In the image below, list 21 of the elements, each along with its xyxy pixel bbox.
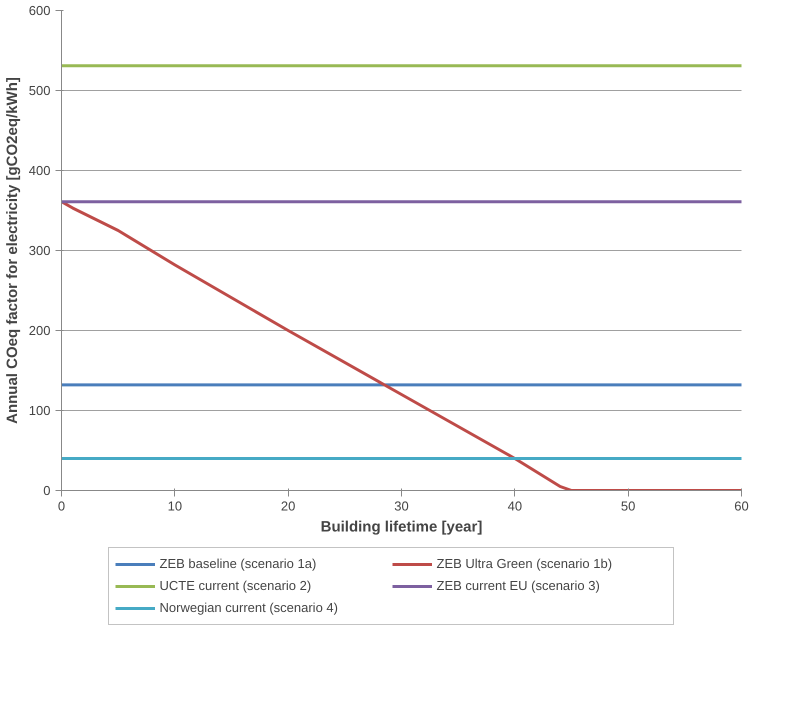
x-tick-label: 30 (394, 498, 409, 514)
y-tick-label: 0 (43, 483, 51, 498)
legend-label: UCTE current (scenario 2) (160, 578, 312, 593)
x-tick-label: 0 (58, 498, 66, 514)
y-tick-label: 100 (28, 403, 51, 418)
x-tick-label: 20 (280, 498, 296, 514)
legend-label: ZEB baseline (scenario 1a) (160, 556, 318, 571)
legend-label: Norwegian current (scenario 4) (160, 600, 339, 615)
y-tick-label: 400 (28, 163, 51, 178)
legend-label: ZEB current EU (scenario 3) (436, 578, 601, 593)
y-tick-label: 600 (28, 3, 51, 18)
x-tick-label: 40 (508, 498, 522, 514)
y-tick-label: 500 (28, 83, 51, 98)
legend-label: ZEB Ultra Green (scenario 1b) (436, 556, 614, 571)
x-tick-label: 50 (620, 498, 636, 514)
x-tick-label: 60 (734, 498, 749, 514)
x-axis-title: Building lifetime [year] (320, 518, 482, 536)
y-tick-label: 200 (28, 323, 51, 338)
x-tick-label: 10 (168, 498, 182, 514)
y-tick-label: 300 (28, 243, 51, 258)
y-axis-title: Annual COeq factor for electricity [gCO2eq/kWh] (4, 77, 21, 424)
